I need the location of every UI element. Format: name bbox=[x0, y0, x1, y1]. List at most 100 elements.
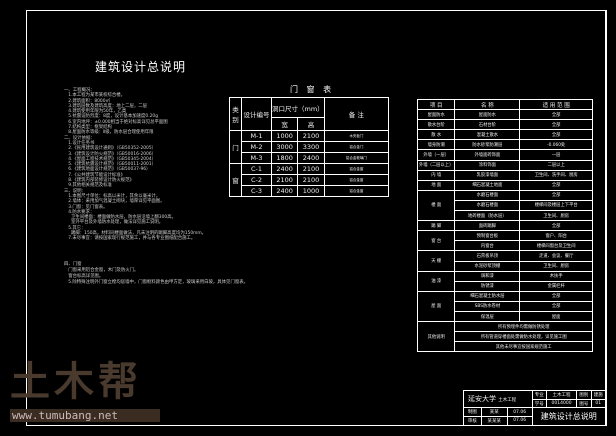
cell: 图别 bbox=[576, 390, 592, 400]
cell: 铝合金窗 bbox=[323, 185, 390, 197]
table-row: 地 面细石混凝土地面 全部 bbox=[416, 179, 593, 191]
table-row: 外墙（一层） 外墙面砖饰面 一层 bbox=[416, 149, 593, 161]
note-line: 7.结构类型：框架结构 bbox=[64, 125, 112, 131]
cell: 3300 bbox=[297, 141, 325, 153]
note-line: 5.除特殊注明外门窗立樘均居墙中，门窗框料颜色由甲方定，玻璃采用白玻，具体见门窗… bbox=[64, 280, 249, 285]
cell: 1000 bbox=[270, 130, 299, 142]
cell: 学号 bbox=[531, 398, 547, 409]
cell: 窗户、阳台 bbox=[519, 230, 593, 242]
note-line: 4.《屋面工程技术规范》（GB50345-2004） bbox=[64, 156, 157, 162]
cell: M-2 bbox=[241, 141, 272, 153]
cell: 卫生间、厨房 bbox=[519, 260, 593, 272]
cell: 2100 bbox=[297, 163, 325, 175]
note-line: 2.《民用建筑设计通则》（GB50352-2005） bbox=[64, 146, 157, 152]
note-line: 4.建筑使用年限为50年，乙类 bbox=[64, 109, 127, 115]
note-line: 室外平台及外墙防水处理，做法详见施工说明。 bbox=[64, 220, 164, 226]
cell: SBS防水卷材 bbox=[454, 300, 521, 312]
note-line: 踢脚：150高，材料同楼面做法，凡未注明的踢脚高度均为150mm。 bbox=[64, 231, 207, 237]
table-row: 踢 脚面砖踢脚 全部 bbox=[416, 220, 593, 232]
table-row: M-3 1800 2400 铝合金玻璃门 bbox=[230, 152, 390, 164]
cell: 防水砂浆防潮层 bbox=[454, 139, 521, 151]
watermark-logo: 土木帮 bbox=[10, 359, 142, 405]
note-line: 2.建筑面积：8000㎡ bbox=[64, 98, 110, 104]
drawing-name: 建筑设计总说明 bbox=[531, 407, 607, 426]
cell: 某某 bbox=[480, 407, 508, 418]
note-line: 三、说明： bbox=[64, 188, 86, 194]
cell: 其他未尽事宜按国家规范施工 bbox=[454, 341, 593, 353]
table-row: 屋 面细石混凝土防水层 全部 bbox=[416, 290, 593, 323]
cell: 面砖踢脚 bbox=[454, 220, 521, 232]
cell: 水泥砂浆顶棚 bbox=[454, 260, 521, 272]
door-window-table: 类别 设计编号 洞口尺寸（mm）备 注 宽高 门 M-1 1000 2100 木夹板门 M-2… bbox=[229, 97, 390, 197]
cell: 所有预埋件均需做防锈处理 bbox=[454, 321, 593, 333]
table-row: 其他未尽事宜按国家规范施工 bbox=[418, 341, 593, 353]
note-line: 1.设计任务书 bbox=[64, 140, 95, 146]
watermark-url: www.tumubang.net bbox=[10, 409, 160, 422]
header-type: 类别 bbox=[229, 97, 242, 131]
cell: 07.06 bbox=[506, 416, 533, 426]
cell: 卫生间、洗手间、厨房 bbox=[519, 169, 593, 181]
cell: 全部 bbox=[519, 220, 593, 232]
note-line: 二、设计依据： bbox=[64, 135, 95, 141]
cell: 2400 bbox=[270, 185, 299, 197]
cell: 铝合金玻璃门 bbox=[323, 152, 390, 164]
cell: 2100 bbox=[297, 130, 325, 142]
cell: 屋面 bbox=[519, 310, 593, 323]
cell: 预制窗台板 bbox=[454, 230, 521, 242]
cell: M-1 bbox=[241, 130, 272, 142]
cell: 铝合金窗 bbox=[323, 174, 390, 186]
cell: 全部 bbox=[519, 119, 593, 131]
header-code: 设计编号 bbox=[241, 97, 272, 131]
item-cell: 窗 台 bbox=[416, 230, 456, 252]
cell: 混凝土散水 bbox=[454, 129, 521, 141]
note-line: 6.《建筑地面设计规范》（GB50037-96） bbox=[64, 167, 151, 173]
cell: C-1 bbox=[241, 163, 272, 175]
note-line: 1.本图尺寸单位：标高以米计，其余以毫米计。 bbox=[64, 193, 161, 199]
cell: M-3 bbox=[241, 152, 272, 164]
table-row: 内 墙乳胶漆墙面 卫生间、洗手间、厨房 bbox=[416, 169, 593, 181]
department: 土木工程 bbox=[498, 398, 517, 404]
item-cell: 其他说明 bbox=[416, 321, 456, 353]
table-row: M-2 3000 3300 铝合金门 bbox=[230, 141, 390, 153]
note-line: 5.《建筑抗震设计规范》（GB50011-2001） bbox=[64, 162, 157, 168]
item-cell: 墙身防潮 bbox=[416, 139, 456, 151]
item-cell: 屋 面 bbox=[416, 290, 456, 323]
cell: 2400 bbox=[297, 152, 325, 164]
note-line: 3.《建筑设计防火规范》（GB50016-2006） bbox=[64, 151, 157, 157]
header-size: 洞口尺寸（mm） bbox=[271, 97, 325, 118]
type-cell: 窗 bbox=[229, 163, 242, 197]
cell: 保温层 bbox=[454, 310, 521, 323]
note-line: 7.未尽事宜：请按国家现行规范施工，并与各专业图纸配合施工。 bbox=[64, 236, 196, 242]
cell: 07.06 bbox=[506, 407, 533, 418]
cell: 3000 bbox=[270, 141, 299, 153]
item-cell: 踢 脚 bbox=[416, 220, 456, 232]
cell: 走道、会议、餐厅 bbox=[519, 250, 593, 262]
table-row: 墙身防潮 防水砂浆防潮层 -0.060处 bbox=[416, 139, 593, 151]
cell: 所有管道穿楼面处需做防水处理，详见施工图 bbox=[454, 331, 593, 343]
table-row: 窗 台预制窗台板 窗户、阳台 bbox=[416, 230, 593, 252]
note-line: 窗台标高详见图。 bbox=[64, 274, 104, 279]
cell: 全部 bbox=[519, 300, 593, 312]
cell: 二层以上 bbox=[519, 159, 593, 171]
cell: 全部 bbox=[519, 109, 593, 121]
cell: 建施 bbox=[590, 390, 607, 400]
cell: 防锈漆 bbox=[454, 280, 521, 292]
item-cell: 楼 面 bbox=[416, 189, 456, 222]
cell: 水磨石楼面 bbox=[454, 199, 521, 212]
cell: 外墙面砖饰面 bbox=[454, 149, 521, 161]
cell: 制图 bbox=[463, 407, 482, 418]
item-cell: 屋面防水 bbox=[416, 109, 456, 121]
table-row: 屋面防水 屋面防水 全部 bbox=[416, 109, 593, 121]
header-remark: 备 注 bbox=[323, 97, 390, 131]
cell: 一层 bbox=[519, 149, 593, 161]
cell: 涂料饰面 bbox=[454, 159, 521, 171]
cell: 水磨石楼面 bbox=[454, 189, 521, 201]
note-line: 4.防水要求： bbox=[64, 209, 95, 215]
item-cell: 散水台阶 bbox=[416, 119, 456, 131]
header-cell: 项 目 bbox=[416, 98, 456, 111]
cell: 01 bbox=[590, 398, 607, 409]
cell: 铝合金门 bbox=[323, 141, 390, 153]
cell: 0014000 bbox=[545, 398, 578, 409]
note-line: 3.门窗：见门窗表。 bbox=[64, 204, 108, 210]
cell: 石材台阶 bbox=[454, 119, 521, 131]
